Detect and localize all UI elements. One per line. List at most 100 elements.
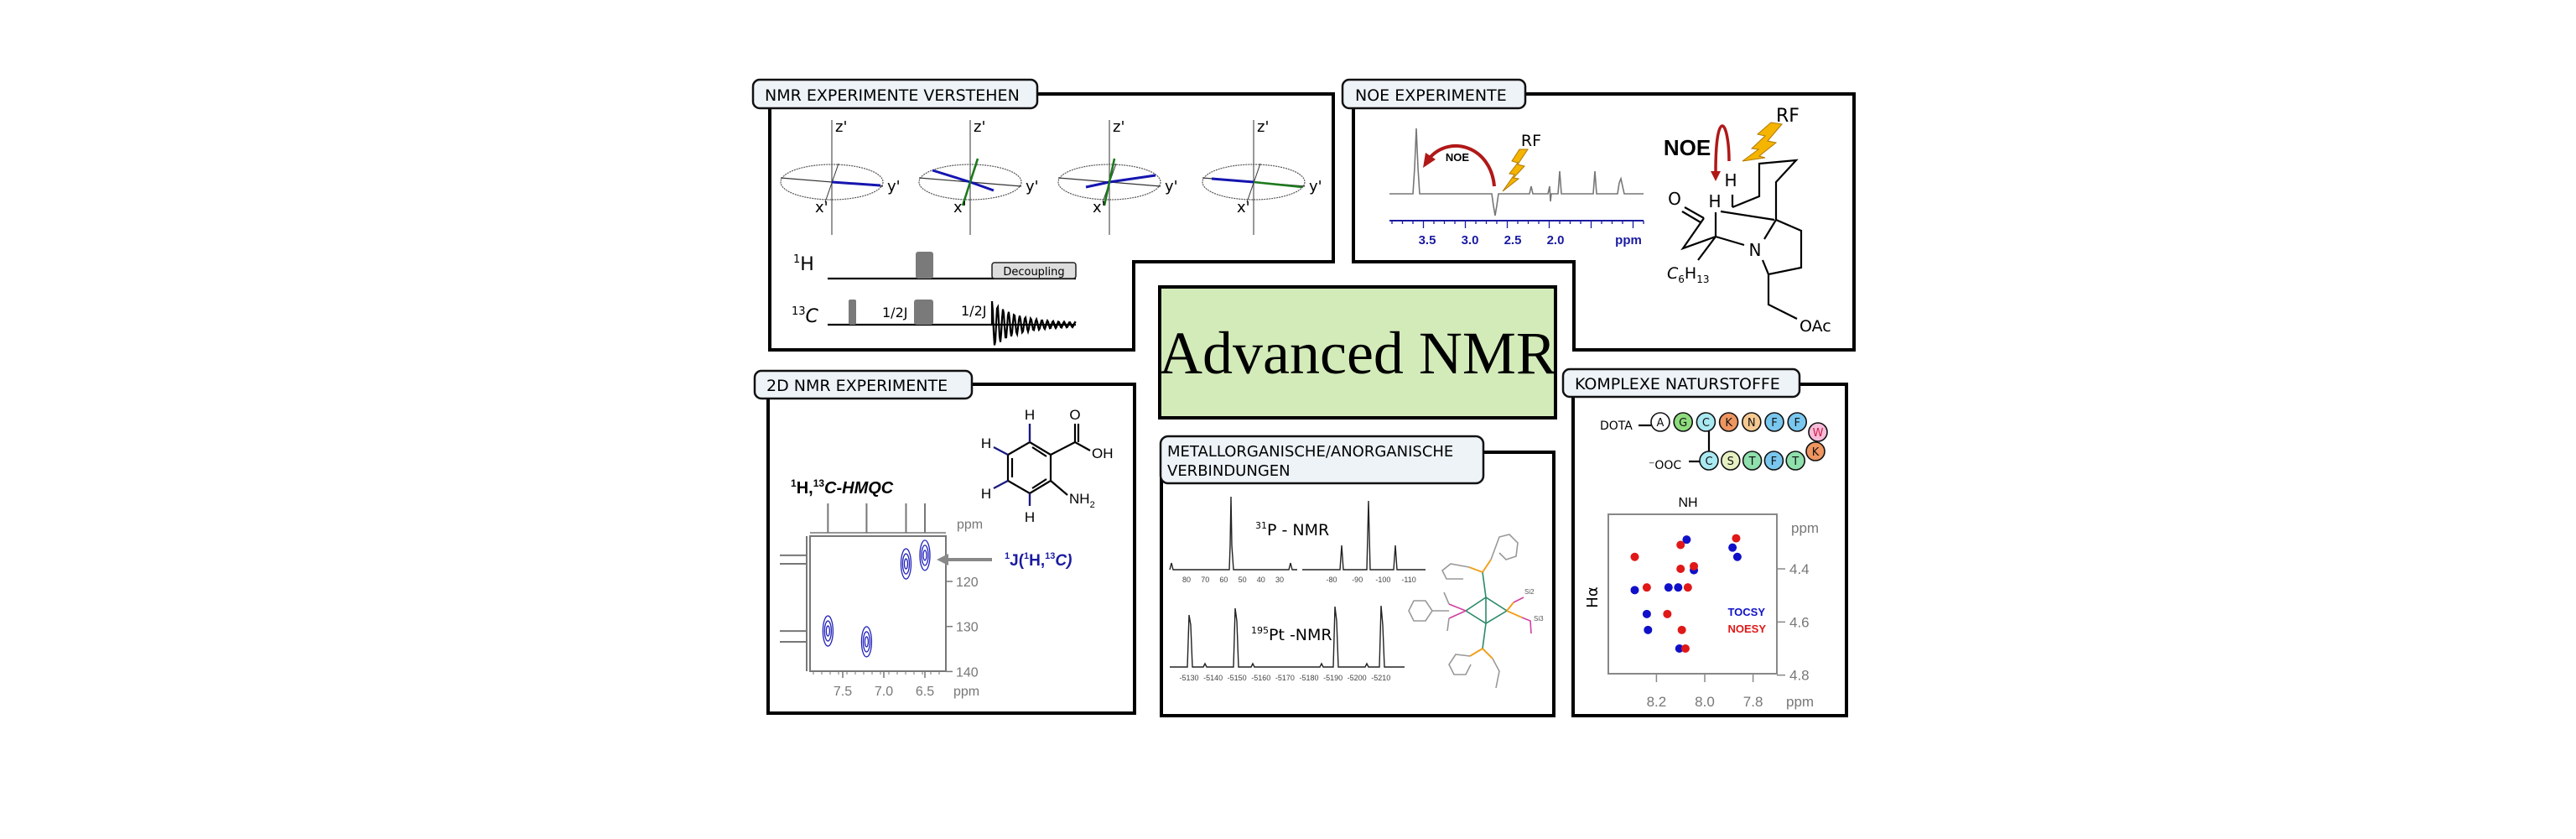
hmqc-peaks: 7.5 7.0 6.5 120 130 140 [780,503,979,699]
residue-circle [1785,451,1805,471]
pt195-spectrum: 195Pt -NMR -5130 -5140 -5150 -5160 -5170 -518… [1170,605,1405,682]
atom-oh: OH [1092,446,1114,461]
contour-level [864,636,870,648]
contour-level [823,620,833,642]
tick-label: -5180 [1299,674,1318,682]
panel-title-line2: VERBINDUNGEN [1167,462,1291,480]
rf-label: RF [1521,132,1541,150]
cross-peak-noesy [1732,534,1741,543]
atom-h: H [981,486,991,502]
x-tick-label: 8.2 [1647,694,1667,710]
y-axis-label: y' [1165,178,1178,195]
spectrum-trace [1169,496,1297,571]
z-axis-label: z' [974,118,985,136]
residue-F: F [1763,451,1784,471]
tick-label: -5160 [1251,674,1270,682]
panel-title: NMR EXPERIMENTE VERSTEHEN [765,86,1020,105]
panel-title: NOE EXPERIMENTE [1355,86,1507,105]
contour-level [901,553,911,575]
atom-label: Si3 [1534,615,1544,623]
tick-label: 3.5 [1419,233,1436,248]
tick-label: -5190 [1323,674,1343,682]
residue-letter: W [1813,427,1824,440]
residue-letter: C [1702,417,1710,430]
residue-circle [1808,422,1828,442]
legend-noesy: NOESY [1727,623,1766,635]
cross-peak-noesy [1630,552,1639,561]
tick-label: 2.5 [1504,233,1522,248]
tick-label: -5200 [1348,674,1367,682]
pointer-arrowhead [937,554,948,565]
cross-peak-noesy [1683,583,1692,592]
header-noe: NOE EXPERIMENTE [1341,78,1527,110]
legend-tocsy: TOCSY [1727,606,1765,618]
noe-molecule: NOE RF O H H N C6H13 OAc [1664,106,1831,336]
panel-frame-2d [766,383,1136,715]
residue-letter: K [1725,417,1732,430]
z-axis-label: z' [1113,118,1124,136]
residue-circle [1742,451,1763,471]
atom-label: Si2 [1524,588,1535,596]
pulse-13c-180 [914,300,933,325]
molecule-bonds [1006,424,1091,496]
p31-spectrum: 31P - NMR 80 70 60 50 40 30 -80 -90 -100 -110 [1169,496,1426,584]
tick-label: 2.0 [1547,233,1565,248]
residue-T: T [1785,451,1805,471]
residue-letter: F [1771,456,1777,468]
residue-letter: T [1748,456,1756,468]
atom-o: O [1069,407,1080,423]
contour-level [860,626,873,658]
cross-peak-noesy [1677,625,1686,634]
magnetization-vector [969,158,979,183]
residue-circle [1699,451,1719,471]
panel-frame-vectors [768,92,1335,352]
decoupling-block [991,262,1077,279]
crystal-structure: Si2 Si3 [1408,534,1544,689]
cross-peak-noesy [1676,565,1685,573]
contour-level [919,539,931,571]
y-tick-label: 4.4 [1789,561,1810,577]
x-axis-label: x' [1237,199,1250,216]
atom-nh2: NH2 [1069,491,1095,510]
magnetization-vector [1211,177,1254,184]
y-tick-label: 4.6 [1789,614,1810,630]
residue-letter: A [1657,417,1665,430]
residue-letter: T [1791,456,1799,468]
contour-level [921,545,929,566]
tick-label: -5130 [1179,674,1198,682]
magnetization-vector [1103,181,1111,206]
magnetization-vector [1109,174,1156,184]
magnetization-vector [969,180,995,192]
atom-h: H [981,435,991,451]
residue-F: F [1764,412,1784,432]
molecule-bonds [1680,159,1803,320]
y-axis-label: y' [1309,178,1322,195]
residue-letter: F [1771,417,1777,430]
cross-peak [900,548,912,580]
residue-G: G [1673,412,1693,432]
tick-label: -100 [1375,576,1390,584]
spectrum-trace [1389,128,1644,216]
n-terminus-label: DOTA [1600,420,1633,433]
contour-level [903,558,909,570]
c-terminus-label: ⁻OOC [1649,459,1681,472]
axis-unit: ppm [1615,233,1642,248]
magnetization-vector [961,181,972,206]
cross-peak-tocsy [1728,543,1737,552]
center-title-box: Advanced NMR [1158,285,1557,420]
pt195-label: 195Pt -NMR [1251,625,1332,644]
atom-o: O [1668,189,1681,209]
cross-peak-noesy [1642,583,1651,592]
cross-peak-tocsy [1642,609,1651,618]
x-tick-label: 6.5 [916,685,934,699]
tick-label: -110 [1401,576,1415,584]
panel-title: KOMPLEXE NATURSTOFFE [1575,375,1780,393]
residue-circle [1763,451,1784,471]
cross-peak-tocsy [1644,625,1653,634]
cross-peak-noesy [1690,561,1699,571]
tick-label: 30 [1275,576,1284,584]
contour-level [922,550,927,561]
spectrum-trace [1170,605,1405,668]
tick-label: 60 [1219,576,1228,584]
coupling-label: 1J(1H,13C) [1005,551,1072,570]
